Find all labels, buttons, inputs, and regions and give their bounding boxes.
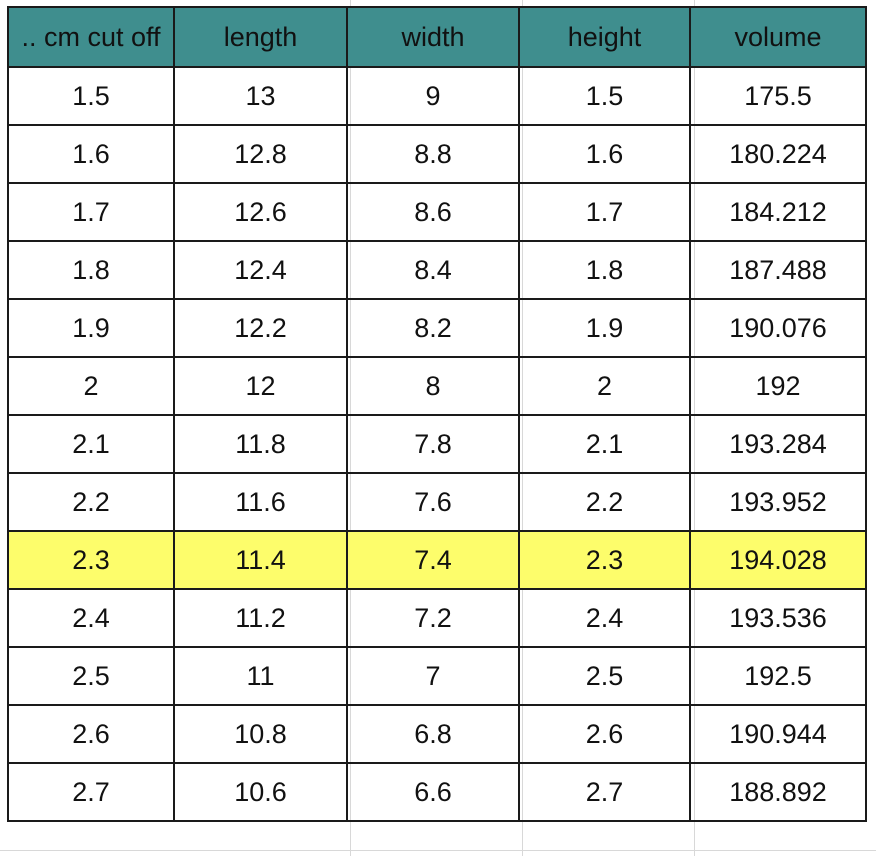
cell-volume[interactable]: 180.224 [689, 124, 867, 184]
table-row: 2 12 8 2 192 [7, 356, 867, 416]
cell-height[interactable]: 2.4 [518, 588, 691, 648]
cell-volume[interactable]: 175.5 [689, 66, 867, 126]
cell-cut-off[interactable]: 2.1 [7, 414, 175, 474]
cell-cut-off[interactable]: 1.6 [7, 124, 175, 184]
cell-length[interactable]: 11.4 [173, 530, 348, 590]
cell-height[interactable]: 2.5 [518, 646, 691, 706]
cell-width[interactable]: 7.4 [346, 530, 520, 590]
cell-volume[interactable]: 192.5 [689, 646, 867, 706]
cell-cut-off[interactable]: 1.9 [7, 298, 175, 358]
cell-width[interactable]: 7 [346, 646, 520, 706]
table-row: 2.5 11 7 2.5 192.5 [7, 646, 867, 706]
table-row: 1.9 12.2 8.2 1.9 190.076 [7, 298, 867, 358]
cell-width[interactable]: 8.8 [346, 124, 520, 184]
cell-cut-off[interactable]: 2.7 [7, 762, 175, 822]
cell-height[interactable]: 1.5 [518, 66, 691, 126]
cell-length[interactable]: 10.8 [173, 704, 348, 764]
cell-length[interactable]: 12.8 [173, 124, 348, 184]
cell-height[interactable]: 2.2 [518, 472, 691, 532]
cell-width[interactable]: 7.6 [346, 472, 520, 532]
data-table: .. cm cut off length width height volume… [7, 6, 867, 822]
cell-volume[interactable]: 193.536 [689, 588, 867, 648]
cell-length[interactable]: 12.4 [173, 240, 348, 300]
cell-height[interactable]: 2.6 [518, 704, 691, 764]
cell-volume[interactable]: 192 [689, 356, 867, 416]
cell-width[interactable]: 8.6 [346, 182, 520, 242]
table-row: 2.1 11.8 7.8 2.1 193.284 [7, 414, 867, 474]
cell-volume[interactable]: 184.212 [689, 182, 867, 242]
cell-width[interactable]: 6.6 [346, 762, 520, 822]
cell-height[interactable]: 2 [518, 356, 691, 416]
cell-cut-off[interactable]: 2.6 [7, 704, 175, 764]
table-row: 2.2 11.6 7.6 2.2 193.952 [7, 472, 867, 532]
table-row: 1.5 13 9 1.5 175.5 [7, 66, 867, 126]
gridline [0, 850, 876, 851]
cell-width[interactable]: 8 [346, 356, 520, 416]
cell-width[interactable]: 6.8 [346, 704, 520, 764]
cell-volume[interactable]: 190.076 [689, 298, 867, 358]
cell-height[interactable]: 2.3 [518, 530, 691, 590]
cell-height[interactable]: 1.9 [518, 298, 691, 358]
cell-length[interactable]: 11.8 [173, 414, 348, 474]
cell-length[interactable]: 13 [173, 66, 348, 126]
cell-volume[interactable]: 194.028 [689, 530, 867, 590]
cell-cut-off[interactable]: 2.5 [7, 646, 175, 706]
cell-height[interactable]: 2.1 [518, 414, 691, 474]
header-cell-length[interactable]: length [173, 6, 348, 68]
table-row: 1.6 12.8 8.8 1.6 180.224 [7, 124, 867, 184]
cell-length[interactable]: 11.6 [173, 472, 348, 532]
cell-width[interactable]: 8.2 [346, 298, 520, 358]
cell-cut-off[interactable]: 1.8 [7, 240, 175, 300]
cell-height[interactable]: 2.7 [518, 762, 691, 822]
cell-cut-off[interactable]: 2.4 [7, 588, 175, 648]
cell-width[interactable]: 8.4 [346, 240, 520, 300]
table-row: 2.3 11.4 7.4 2.3 194.028 [7, 530, 867, 590]
cell-cut-off[interactable]: 1.5 [7, 66, 175, 126]
cell-height[interactable]: 1.6 [518, 124, 691, 184]
table-body: 1.5 13 9 1.5 175.5 1.6 12.8 8.8 1.6 180.224 1.7 12.… [7, 66, 867, 822]
header-row: .. cm cut off length width height volume [7, 6, 867, 68]
header-cell-cut-off[interactable]: .. cm cut off [7, 6, 175, 68]
cell-cut-off[interactable]: 2.2 [7, 472, 175, 532]
table-row: 1.8 12.4 8.4 1.8 187.488 [7, 240, 867, 300]
cell-cut-off[interactable]: 2 [7, 356, 175, 416]
header-cell-height[interactable]: height [518, 6, 691, 68]
cell-height[interactable]: 1.7 [518, 182, 691, 242]
table-row: 1.7 12.6 8.6 1.7 184.212 [7, 182, 867, 242]
cell-length[interactable]: 12 [173, 356, 348, 416]
cell-width[interactable]: 9 [346, 66, 520, 126]
table-row: 2.7 10.6 6.6 2.7 188.892 [7, 762, 867, 822]
cell-length[interactable]: 11.2 [173, 588, 348, 648]
table-row: 2.6 10.8 6.8 2.6 190.944 [7, 704, 867, 764]
cell-length[interactable]: 11 [173, 646, 348, 706]
cell-volume[interactable]: 188.892 [689, 762, 867, 822]
cell-width[interactable]: 7.2 [346, 588, 520, 648]
cell-volume[interactable]: 193.284 [689, 414, 867, 474]
cell-volume[interactable]: 190.944 [689, 704, 867, 764]
table-row: 2.4 11.2 7.2 2.4 193.536 [7, 588, 867, 648]
header-cell-volume[interactable]: volume [689, 6, 867, 68]
cell-cut-off[interactable]: 1.7 [7, 182, 175, 242]
cell-length[interactable]: 12.6 [173, 182, 348, 242]
cell-width[interactable]: 7.8 [346, 414, 520, 474]
cell-height[interactable]: 1.8 [518, 240, 691, 300]
cell-volume[interactable]: 193.952 [689, 472, 867, 532]
cell-length[interactable]: 10.6 [173, 762, 348, 822]
cell-volume[interactable]: 187.488 [689, 240, 867, 300]
header-cell-width[interactable]: width [346, 6, 520, 68]
cell-length[interactable]: 12.2 [173, 298, 348, 358]
cell-cut-off[interactable]: 2.3 [7, 530, 175, 590]
